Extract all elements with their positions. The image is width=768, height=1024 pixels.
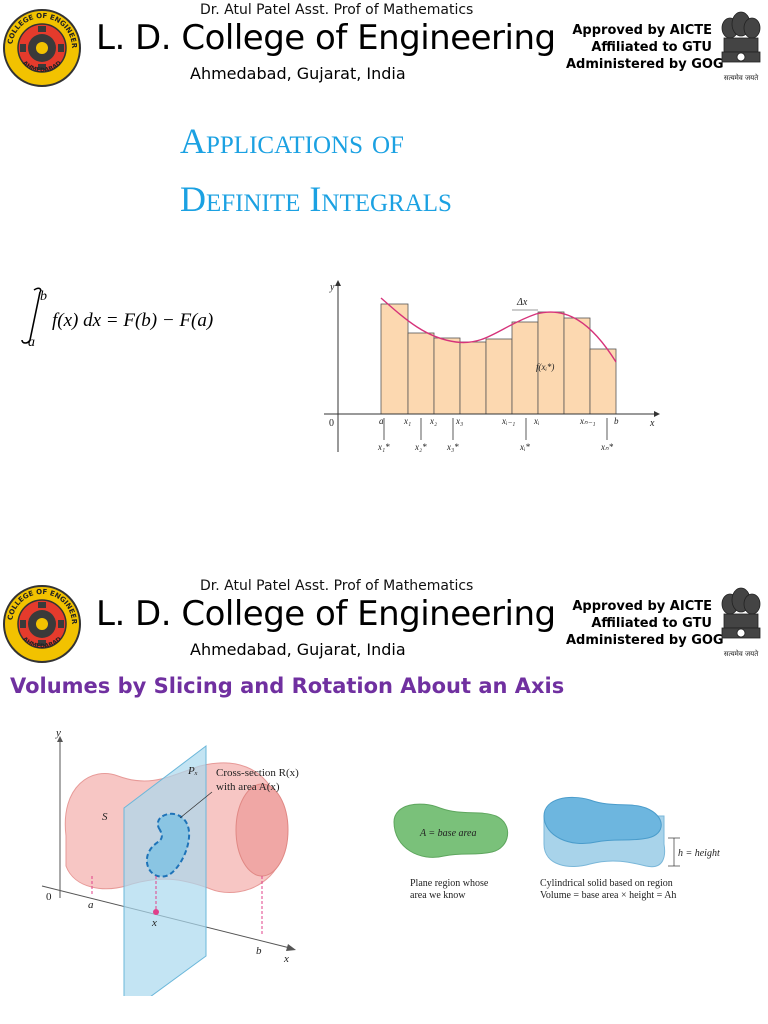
- national-emblem-icon: सत्यमेव जयते: [721, 587, 761, 658]
- svg-text:x: x: [151, 917, 157, 929]
- svg-text:area we know: area we know: [410, 890, 466, 901]
- svg-text:a: a: [88, 899, 94, 911]
- college-name: L. D. College of Engineering: [96, 18, 556, 58]
- svg-text:A = base area: A = base area: [419, 828, 476, 839]
- svg-text:y: y: [55, 727, 61, 739]
- national-emblem-icon: सत्यमेव जयते: [721, 11, 761, 82]
- svg-text:with area A(x): with area A(x): [216, 781, 280, 793]
- approval-gtu: Affiliated to GTU: [591, 40, 712, 55]
- svg-text:xᵢ*: xᵢ*: [519, 442, 530, 452]
- svg-text:Pₓ: Pₓ: [187, 765, 198, 777]
- svg-text:x₁*: x₁*: [377, 442, 390, 452]
- svg-text:Cross-section R(x): Cross-section R(x): [216, 767, 299, 779]
- svg-text:xᵢ: xᵢ: [533, 416, 540, 426]
- slide-1: Dr. Atul Patel Asst. Prof of Mathematics…: [2, 2, 761, 452]
- svg-text:b: b: [40, 289, 47, 304]
- svg-text:S: S: [102, 811, 108, 823]
- svg-text:Δx: Δx: [516, 297, 528, 308]
- svg-text:b: b: [256, 945, 262, 957]
- svg-text:xₙ*: xₙ*: [600, 442, 614, 452]
- slide-title: Applications of Definite Integrals: [180, 112, 452, 228]
- title-line-1: Applications of: [180, 121, 404, 161]
- cylinder-volume-figure: A = base area Plane region whose area we…: [393, 796, 720, 901]
- college-location: Ahmedabad, Gujarat, India: [190, 64, 406, 83]
- fundamental-theorem-formula: b a f(x) dx = F(b) − F(a): [21, 287, 213, 348]
- svg-text:x₃*: x₃*: [446, 442, 459, 452]
- riemann-sum-graph: y x 0 Δx f(xᵢ*) a x₁ x₂ x₃ xᵢ₋₁ xᵢ xₙ₋₁ …: [324, 280, 660, 452]
- svg-text:a: a: [379, 416, 384, 426]
- slide-2: Dr. Atul Patel Asst. Prof of Mathematics…: [0, 576, 768, 1024]
- svg-text:Plane region whose: Plane region whose: [410, 878, 489, 889]
- svg-text:Volume = base area × height =: Volume = base area × height = Ah: [540, 890, 676, 901]
- college-location: Ahmedabad, Gujarat, India: [190, 640, 406, 659]
- svg-text:xₙ₋₁: xₙ₋₁: [579, 416, 595, 426]
- svg-text:0: 0: [329, 418, 334, 429]
- riemann-rectangles: [380, 303, 617, 415]
- approval-gog: Administered by GOG: [566, 633, 724, 648]
- svg-text:Cylindrical solid based on reg: Cylindrical solid based on region: [540, 878, 673, 889]
- svg-text:f(xᵢ*): f(xᵢ*): [536, 362, 554, 372]
- svg-text:f(x) dx = F(b) − F(a): f(x) dx = F(b) − F(a): [52, 310, 213, 331]
- approvals-block: Approved by AICTE Affiliated to GTU Admi…: [566, 22, 724, 73]
- svg-text:x: x: [283, 953, 289, 965]
- svg-text:b: b: [614, 416, 619, 426]
- approval-aicte: Approved by AICTE: [572, 23, 712, 38]
- svg-text:सत्यमेव जयते: सत्यमेव जयते: [724, 649, 759, 658]
- approval-gog: Administered by GOG: [566, 57, 724, 72]
- svg-text:x₂: x₂: [429, 416, 437, 426]
- svg-text:a: a: [28, 335, 35, 348]
- title-line-2: Definite Integrals: [180, 179, 452, 219]
- svg-text:x₃: x₃: [455, 416, 463, 426]
- slide-title: Volumes by Slicing and Rotation About an…: [10, 674, 565, 698]
- svg-text:x₂*: x₂*: [414, 442, 427, 452]
- svg-text:x₁: x₁: [403, 416, 411, 426]
- approval-gtu: Affiliated to GTU: [591, 616, 712, 631]
- svg-text:x: x: [649, 418, 655, 429]
- svg-text:0: 0: [46, 891, 52, 903]
- approval-aicte: Approved by AICTE: [572, 599, 712, 614]
- svg-text:xᵢ₋₁: xᵢ₋₁: [501, 416, 515, 426]
- college-seal-icon: L.D. COLLEGE OF ENGINEERING AHMEDABAD: [2, 8, 81, 87]
- author-line: Dr. Atul Patel Asst. Prof of Mathematics: [200, 2, 474, 18]
- svg-text:h = height: h = height: [678, 848, 720, 859]
- svg-text:सत्यमेव जयते: सत्यमेव जयते: [724, 73, 759, 82]
- college-seal-icon: L.D. COLLEGE OF ENGINEERING AHMEDABAD: [2, 584, 81, 663]
- author-line: Dr. Atul Patel Asst. Prof of Mathematics: [200, 578, 474, 594]
- college-name: L. D. College of Engineering: [96, 594, 556, 634]
- svg-text:y: y: [329, 282, 335, 293]
- approvals-block: Approved by AICTE Affiliated to GTU Admi…: [566, 598, 724, 649]
- solid-cross-section-figure: y x 0 S Pₓ Cross-section R(x) with area …: [41, 727, 299, 996]
